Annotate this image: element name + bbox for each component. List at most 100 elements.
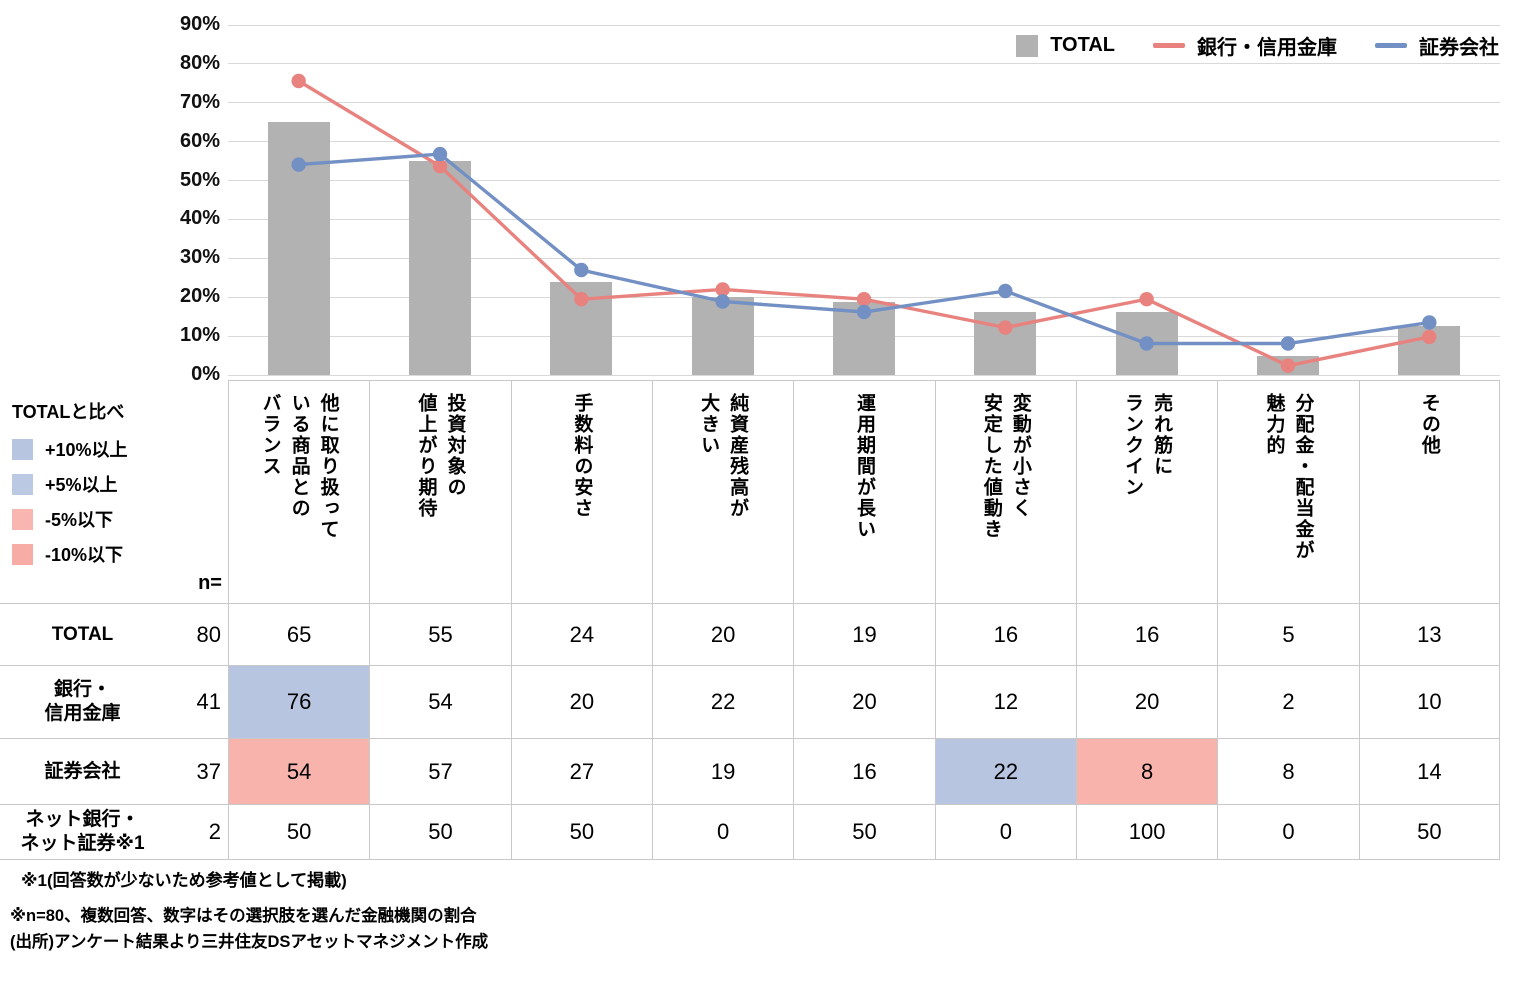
value-cell: 54 xyxy=(369,665,511,738)
y-axis-tick-label: 60% xyxy=(179,129,220,152)
category-label: 手数料の安さ xyxy=(571,393,593,519)
y-axis-tick-label: 20% xyxy=(179,285,220,308)
row-header-cell: ネット銀行・ ネット証券※1 xyxy=(0,804,165,860)
category-header-cell: 分配金・配当金が 魅力的 xyxy=(1217,380,1359,603)
bar xyxy=(691,297,754,375)
value-cell: 50 xyxy=(369,804,511,860)
value-cell: 0 xyxy=(1217,804,1359,860)
category-header-cell: 運用期間が長い xyxy=(793,380,935,603)
legend-label-total: TOTAL xyxy=(1050,34,1115,56)
row-header-cell: 証券会社 xyxy=(0,738,165,804)
value-cell: 55 xyxy=(369,603,511,665)
bank-line-swatch xyxy=(1153,43,1185,48)
bar xyxy=(1257,355,1319,375)
minus10-swatch xyxy=(12,543,33,565)
data-point xyxy=(574,262,589,278)
compare-legend-item: -5%以下 xyxy=(12,506,228,532)
row-header-cell: TOTAL xyxy=(0,603,165,665)
category-label: 売れ筋に ランクイン xyxy=(1122,393,1173,498)
data-point xyxy=(1139,291,1154,307)
data-point xyxy=(1280,336,1296,351)
value-cell: 5 xyxy=(1217,603,1359,665)
category-header-cell: 投資対象の 値上がり期待 xyxy=(369,380,511,603)
n-value-cell: 37 xyxy=(165,738,228,804)
gridline xyxy=(228,63,1500,65)
total-bar-swatch xyxy=(1016,34,1039,57)
chart-legend: TOTAL 銀行・信用金庫 証券会社 xyxy=(1016,31,1499,60)
value-cell: 19 xyxy=(651,738,794,804)
compare-legend-title: TOTALと比べ xyxy=(12,402,125,422)
n-equals-label: n= xyxy=(198,572,222,594)
category-label: 投資対象の 値上がり期待 xyxy=(415,393,466,519)
y-axis-tick-label: 40% xyxy=(179,207,220,230)
bar-line-chart: TOTAL 銀行・信用金庫 証券会社 0% 10% 20% 30% 40% 50% 60% 7… xyxy=(0,0,1513,385)
table-compare-legend: TOTALと比べ +10%以上 +5%以上 -5%以下 -10%以下 n= xyxy=(0,380,228,603)
category-label: 純資産残高が 大きい xyxy=(698,393,749,519)
y-axis-tick-label: 0% xyxy=(191,363,220,385)
value-cell: 27 xyxy=(510,738,652,804)
legend-label-bank: 銀行・信用金庫 xyxy=(1197,37,1337,59)
gridline xyxy=(228,24,1500,26)
category-label: 他に取り扱って いる商品との バランス xyxy=(259,393,339,540)
plus10-swatch xyxy=(12,438,33,460)
value-cell: 0 xyxy=(651,804,794,860)
compare-legend-item: -10%以下 xyxy=(12,541,228,567)
gridline xyxy=(228,374,1500,376)
value-cell: 50 xyxy=(1358,804,1500,860)
value-cell: 20 xyxy=(1075,665,1218,738)
legend-item-securities: 証券会社 xyxy=(1375,31,1499,60)
value-cell: 22 xyxy=(651,665,794,738)
data-point xyxy=(291,73,306,89)
securities-line-swatch xyxy=(1375,43,1407,48)
legend-item-total: TOTAL xyxy=(1016,34,1115,57)
y-axis-tick-label: 80% xyxy=(179,51,220,74)
value-cell: 12 xyxy=(934,665,1076,738)
value-cell: 50 xyxy=(510,804,652,860)
category-label: 運用期間が長い xyxy=(853,393,875,540)
value-cell: 13 xyxy=(1358,603,1500,665)
footnote-ref1: ※1(回答数が少ないため参考値として掲載) xyxy=(21,871,347,890)
value-cell: 20 xyxy=(793,665,935,738)
category-header-cell: 売れ筋に ランクイン xyxy=(1075,380,1218,603)
value-cell: 0 xyxy=(934,804,1076,860)
plus5-swatch xyxy=(12,473,33,495)
value-cell: 50 xyxy=(793,804,935,860)
data-point xyxy=(432,146,448,162)
bar xyxy=(267,122,330,375)
category-header-cell: その他 xyxy=(1358,380,1500,603)
value-cell: 22 xyxy=(934,738,1076,804)
row-header-cell: 銀行・ 信用金庫 xyxy=(0,665,165,738)
value-cell: 65 xyxy=(228,603,370,665)
y-axis-tick-label: 50% xyxy=(179,168,220,191)
legend-item-bank: 銀行・信用金庫 xyxy=(1153,31,1337,60)
n-value-cell: 41 xyxy=(165,665,228,738)
category-label: 変動が小さく 安定した値動き xyxy=(980,393,1031,540)
value-cell: 16 xyxy=(1075,603,1218,665)
category-label: 分配金・配当金が 魅力的 xyxy=(1263,393,1314,561)
value-cell: 20 xyxy=(651,603,794,665)
y-axis-tick-label: 70% xyxy=(179,90,220,113)
value-cell: 24 xyxy=(510,603,652,665)
bar xyxy=(974,311,1037,375)
value-cell: 8 xyxy=(1075,738,1218,804)
y-axis-tick-label: 90% xyxy=(179,13,220,35)
bar xyxy=(833,301,895,375)
legend-label-securities: 証券会社 xyxy=(1419,37,1499,59)
comparison-table: TOTALと比べ +10%以上 +5%以上 -5%以下 -10%以下 n= 他に… xyxy=(0,380,1500,860)
value-cell: 16 xyxy=(793,738,935,804)
y-axis-tick-label: 10% xyxy=(179,324,220,347)
value-cell: 16 xyxy=(934,603,1076,665)
value-cell: 20 xyxy=(510,665,652,738)
value-cell: 100 xyxy=(1075,804,1218,860)
value-cell: 76 xyxy=(228,665,370,738)
bar xyxy=(409,161,471,375)
value-cell: 19 xyxy=(793,603,935,665)
value-cell: 10 xyxy=(1358,665,1500,738)
value-cell: 54 xyxy=(228,738,370,804)
category-header-cell: 手数料の安さ xyxy=(510,380,652,603)
data-point xyxy=(715,282,730,297)
compare-legend-item: +10%以上 xyxy=(12,436,228,462)
value-cell: 8 xyxy=(1217,738,1359,804)
bar xyxy=(1115,311,1178,375)
